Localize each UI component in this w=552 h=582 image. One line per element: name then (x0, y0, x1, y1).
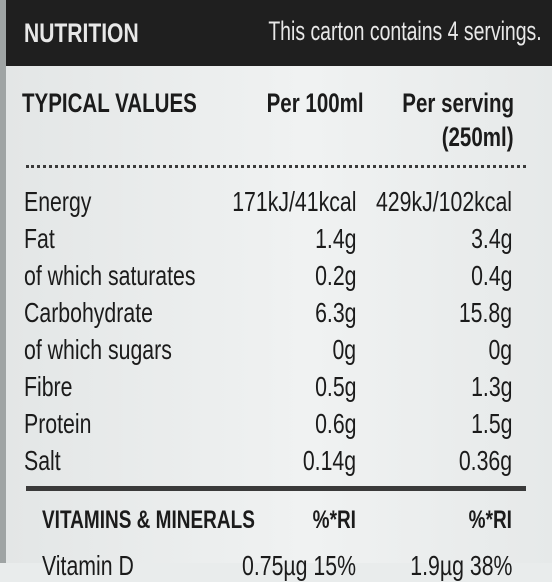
energy-per-serving: 429kJ/102kcal (375, 186, 512, 217)
nutrition-table: TYPICAL VALUES Per 100ml Per serving (25… (6, 66, 552, 581)
header-title: NUTRITION (24, 18, 139, 48)
sugars-per-serving: 0g (488, 334, 512, 365)
carton-edge (0, 0, 6, 563)
vitamins-divider (26, 486, 526, 491)
nutrition-header: NUTRITION This carton contains 4 serving… (6, 0, 552, 66)
vitamins-heading: VITAMINS & MINERALS (42, 506, 255, 534)
carbohydrate-per-100ml: 6.3g (314, 297, 356, 328)
serving-size-heading: (250ml) (442, 122, 514, 152)
fat-per-serving: 3.4g (470, 223, 512, 254)
ri-per-serving-heading: %*RI (468, 506, 512, 534)
per-100ml-heading: Per 100ml (267, 88, 364, 118)
ri-per-100ml-heading: %*RI (312, 506, 356, 534)
row-label-saturates: of which saturates (24, 260, 196, 291)
header-divider (26, 165, 526, 168)
vitamin-d-per-100ml: 0.75µg 15% (241, 550, 356, 581)
fat-per-100ml: 1.4g (314, 223, 356, 254)
salt-per-serving: 0.36g (458, 445, 512, 476)
saturates-per-serving: 0.4g (470, 260, 512, 291)
row-label-fibre: Fibre (24, 371, 73, 402)
typical-values-heading: TYPICAL VALUES (22, 88, 197, 118)
protein-per-serving: 1.5g (470, 408, 512, 439)
row-label-sugars: of which sugars (24, 334, 172, 365)
fibre-per-serving: 1.3g (470, 371, 512, 402)
row-label-fat: Fat (24, 223, 55, 254)
sugars-per-100ml: 0g (332, 334, 356, 365)
per-serving-heading: Per serving (402, 88, 514, 118)
servings-note: This carton contains 4 servings. (268, 16, 542, 46)
row-label-protein: Protein (24, 408, 92, 439)
vitamin-d-per-serving: 1.9µg 38% (409, 550, 512, 581)
fibre-per-100ml: 0.5g (314, 371, 356, 402)
carbohydrate-per-serving: 15.8g (458, 297, 512, 328)
energy-per-100ml: 171kJ/41kcal (231, 186, 356, 217)
salt-per-100ml: 0.14g (302, 445, 356, 476)
row-label-energy: Energy (24, 186, 92, 217)
saturates-per-100ml: 0.2g (314, 260, 356, 291)
row-label-carbohydrate: Carbohydrate (24, 297, 153, 328)
row-label-salt: Salt (24, 445, 61, 476)
row-label-vitamin-d: Vitamin D (42, 550, 134, 581)
protein-per-100ml: 0.6g (314, 408, 356, 439)
